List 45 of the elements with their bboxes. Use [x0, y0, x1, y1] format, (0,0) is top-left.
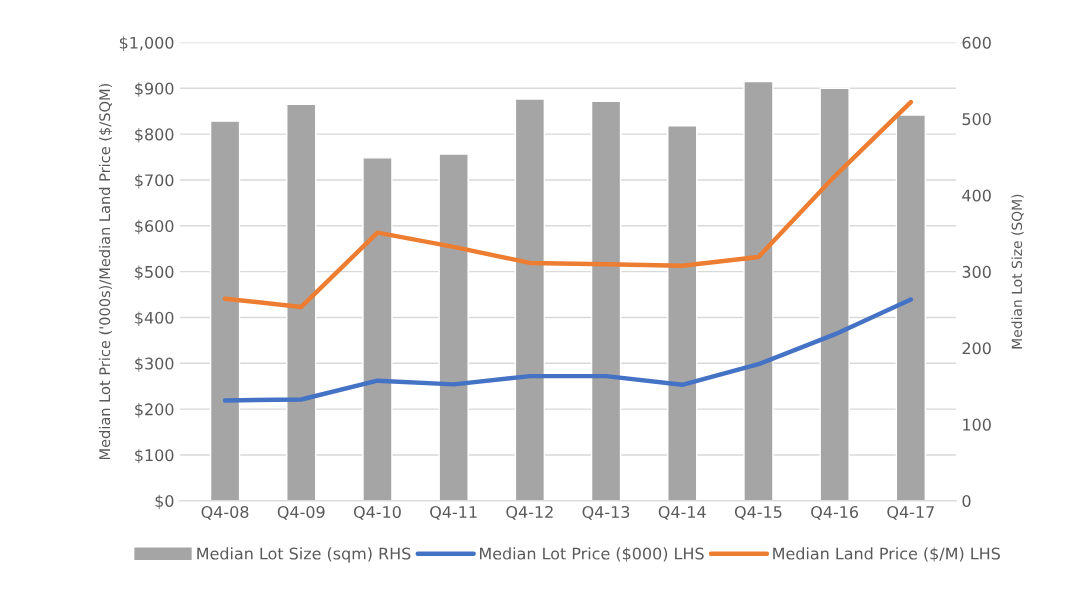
y-tick-label: $500 [135, 265, 174, 281]
y-axis-title: Median Lot Price ('000s)/Median Land Price ($/SQM) [98, 84, 113, 460]
x-tick-label: Q4-09 [277, 505, 325, 520]
y2-tick-label: 100 [963, 418, 991, 431]
bar [209, 120, 241, 501]
y2-tick-label: 200 [962, 342, 991, 355]
x-tick-label: Q4-12 [506, 505, 553, 520]
y-tick-label: $200 [135, 403, 174, 418]
x-tick-label: Q4-15 [734, 505, 782, 520]
line-series [222, 297, 914, 403]
x-tick-label: Q4-08 [201, 505, 249, 520]
y2-axis-title: Median Lot Size (SQM) [1011, 194, 1024, 349]
bar [514, 98, 546, 501]
legend-label: Median Lot Price ($000) LHS [479, 547, 704, 562]
x-tick-label: Q4-16 [811, 505, 859, 520]
bar [590, 100, 622, 501]
bar [667, 125, 698, 501]
bar [819, 87, 850, 501]
y-tick-label: $300 [135, 357, 174, 372]
x-tick-label: Q4-13 [582, 505, 630, 520]
bar [438, 153, 469, 501]
bar [286, 103, 317, 501]
y2-tick-label: 0 [962, 494, 971, 508]
y2-tick-label: 400 [962, 189, 991, 202]
x-tick-label: Q4-17 [887, 505, 934, 520]
y-tick-label: $1,000 [119, 36, 174, 51]
y-tick-label: $900 [135, 82, 174, 97]
x-tick-label: Q4-11 [430, 505, 477, 520]
y2-tick-label: 600 [962, 36, 991, 49]
x-tick-label: Q4-14 [658, 505, 706, 520]
legend-label: Median Land Price ($/M) LHS [773, 547, 1000, 562]
y-tick-label: $700 [135, 173, 174, 189]
y2-tick-label: 300 [962, 265, 991, 278]
y2-tick-label: 500 [962, 113, 991, 126]
y-tick-label: $400 [135, 311, 174, 326]
x-tick-label: Q4-10 [353, 505, 401, 520]
legend-label: Median Lot Size (sqm) RHS [197, 547, 411, 563]
line-series [222, 99, 914, 310]
bar [362, 157, 393, 501]
y-tick-label: $100 [135, 448, 174, 464]
bar [743, 80, 774, 501]
bar [895, 114, 927, 501]
y-tick-label: $0 [155, 494, 174, 510]
y-tick-label: $600 [135, 219, 174, 235]
y-tick-label: $800 [135, 128, 174, 143]
